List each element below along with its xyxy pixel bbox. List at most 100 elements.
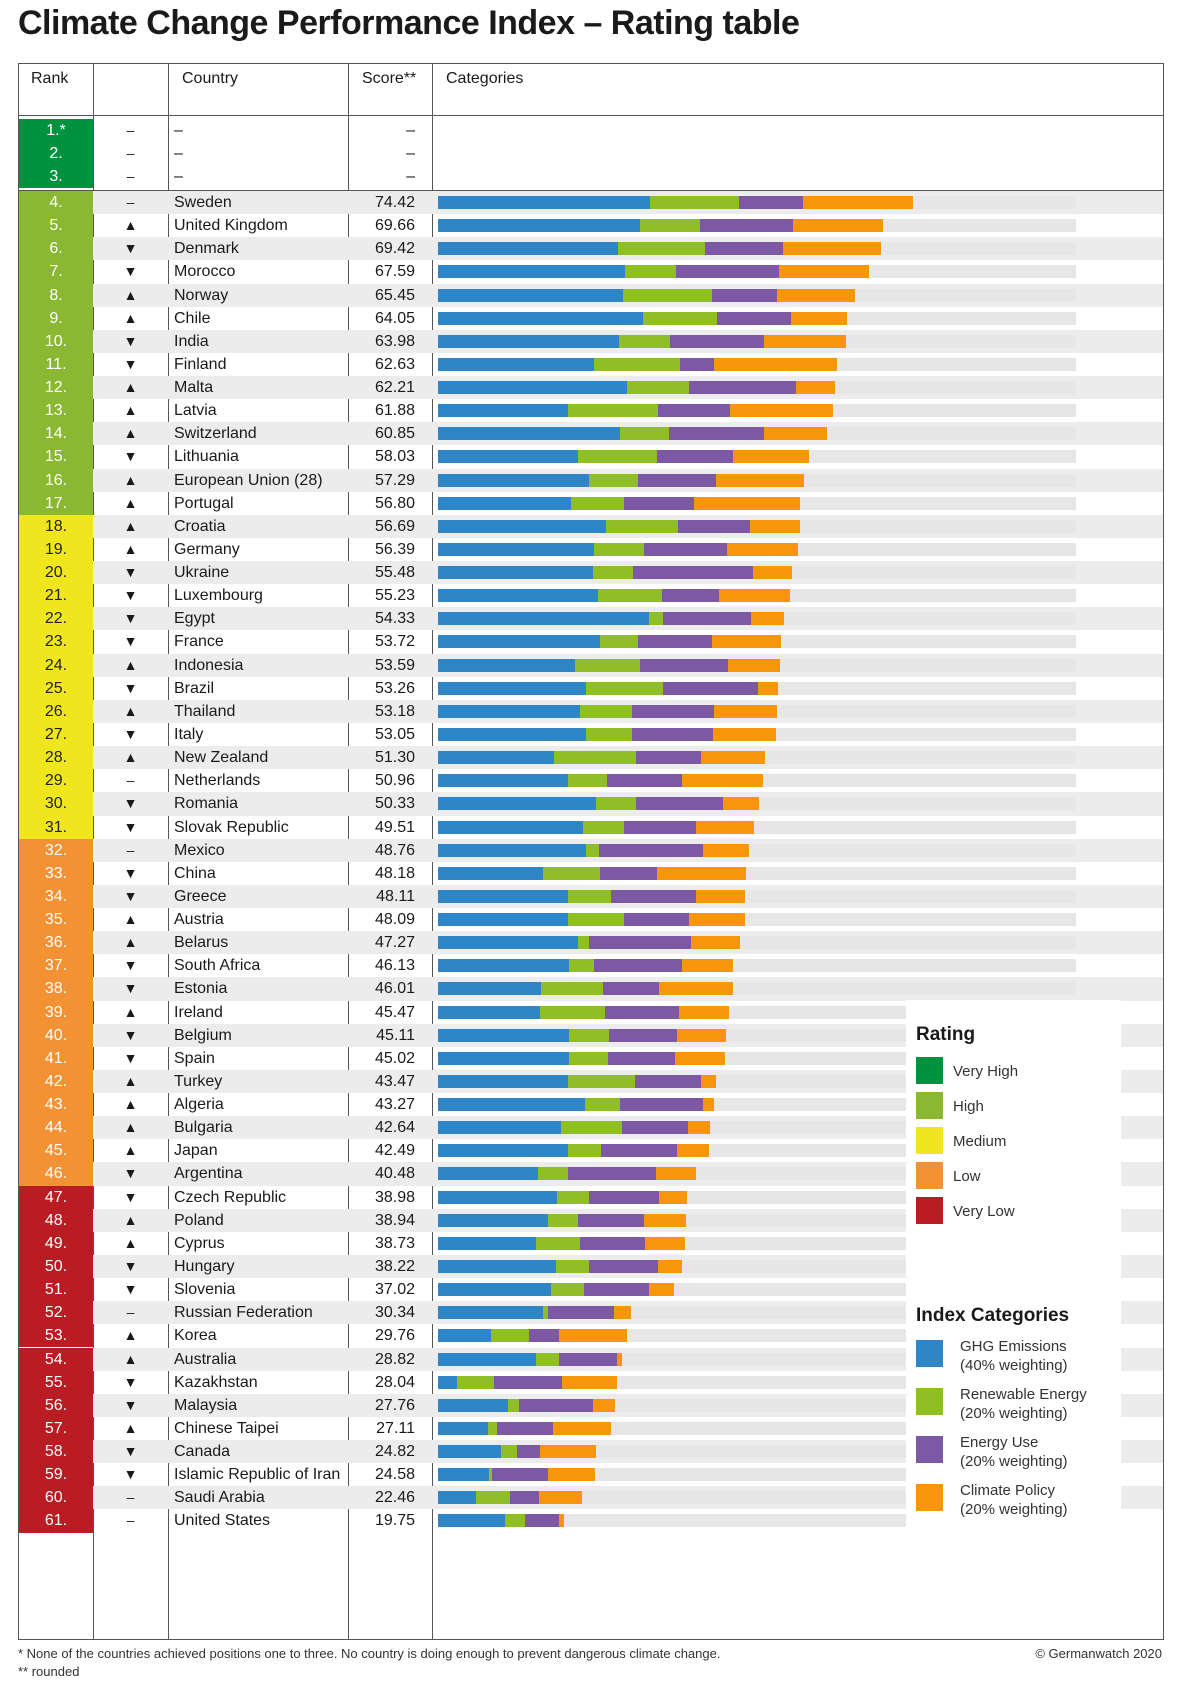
ghg-emissions-segment bbox=[438, 843, 587, 857]
climate-policy-segment bbox=[614, 1306, 632, 1320]
ghg-emissions-segment bbox=[438, 1375, 457, 1389]
renewable-energy-segment bbox=[490, 1329, 530, 1343]
score-bar-track bbox=[438, 820, 1076, 834]
ghg-emissions-segment bbox=[438, 311, 644, 325]
country-name: Spain bbox=[174, 1049, 215, 1067]
score-value: 48.11 bbox=[376, 887, 415, 905]
renewable-energy-segment bbox=[536, 1352, 559, 1366]
score-value: 62.21 bbox=[374, 379, 415, 397]
rank-cell: 28. bbox=[19, 746, 93, 770]
renewable-energy-segment bbox=[583, 820, 624, 834]
table-row: 22. ▼ Egypt 54.33 bbox=[19, 607, 1163, 631]
energy-use-segment bbox=[637, 473, 716, 487]
trend-indicator: ▲ bbox=[123, 1119, 138, 1136]
country-name: India bbox=[174, 332, 209, 350]
renewable-energy-segment bbox=[600, 635, 638, 649]
ghg-emissions-segment bbox=[438, 1468, 490, 1482]
country-name: Algeria bbox=[174, 1096, 224, 1114]
energy-use-segment bbox=[610, 889, 696, 903]
renewable-energy-segment bbox=[488, 1421, 498, 1435]
country-name: Netherlands bbox=[174, 772, 261, 790]
trend-indicator: ▲ bbox=[123, 425, 138, 442]
climate-policy-segment bbox=[645, 1236, 685, 1250]
header-categories: Categories bbox=[446, 70, 524, 87]
climate-policy-segment bbox=[538, 1491, 582, 1505]
legend-categories-title: Index Categories bbox=[916, 1305, 1070, 1326]
energy-use-segment bbox=[705, 242, 783, 256]
trend-indicator: ▲ bbox=[123, 540, 138, 557]
renewable-energy-segment bbox=[640, 219, 701, 233]
score-value: 42.64 bbox=[374, 1119, 415, 1137]
score-bar-track bbox=[438, 982, 1076, 996]
rank-cell: 24. bbox=[19, 653, 93, 677]
trend-indicator: ▼ bbox=[123, 1443, 138, 1460]
rank-cell: 40. bbox=[19, 1023, 93, 1047]
energy-use-segment bbox=[580, 1236, 646, 1250]
energy-use-segment bbox=[631, 704, 714, 718]
renewable-energy-segment bbox=[593, 357, 680, 371]
trend-indicator: – bbox=[126, 194, 135, 210]
legend-swatch bbox=[916, 1436, 943, 1463]
trend-indicator: ▼ bbox=[123, 587, 138, 604]
renewable-energy-segment bbox=[568, 404, 659, 418]
score-value: 38.94 bbox=[374, 1211, 415, 1229]
table-row: 31. ▼ Slovak Republic 49.51 bbox=[19, 815, 1163, 839]
renewable-energy-segment bbox=[568, 1028, 609, 1042]
energy-use-segment bbox=[519, 1398, 594, 1412]
rank-cell: 12. bbox=[19, 376, 93, 400]
trend-indicator: ▲ bbox=[123, 656, 138, 673]
energy-use-segment bbox=[669, 334, 765, 348]
trend-indicator: – bbox=[126, 168, 135, 184]
country-name: Malta bbox=[174, 379, 214, 397]
score-value: 55.48 bbox=[374, 564, 415, 582]
table-row: 7. ▼ Morocco 67.59 bbox=[19, 260, 1163, 284]
ghg-emissions-segment bbox=[438, 566, 594, 580]
table-row: 4. – Sweden 74.42 bbox=[19, 191, 1163, 215]
trend-indicator: ▲ bbox=[123, 379, 138, 396]
energy-use-segment bbox=[608, 1051, 676, 1065]
table-row: 60. – Saudi Arabia 22.46 bbox=[19, 1486, 1163, 1510]
score-value: – bbox=[406, 168, 415, 185]
rank-cell: 17. bbox=[19, 491, 93, 515]
energy-use-segment bbox=[739, 196, 803, 209]
ghg-emissions-segment bbox=[438, 473, 590, 487]
energy-use-segment bbox=[601, 1144, 678, 1158]
renewable-energy-segment bbox=[586, 727, 632, 741]
score-bar-track bbox=[438, 357, 1076, 371]
ghg-emissions-segment bbox=[438, 1283, 551, 1297]
climate-policy-segment bbox=[722, 797, 759, 811]
energy-use-segment bbox=[663, 612, 752, 626]
renewable-energy-segment bbox=[584, 1098, 621, 1112]
rank-cell: 25. bbox=[19, 676, 93, 700]
ghg-emissions-segment bbox=[438, 913, 569, 927]
renewable-energy-segment bbox=[624, 265, 676, 279]
renewable-energy-segment bbox=[504, 1514, 525, 1528]
energy-use-segment bbox=[631, 727, 713, 741]
score-bar-track bbox=[438, 635, 1076, 649]
energy-use-segment bbox=[644, 542, 727, 556]
country-name: Chile bbox=[174, 309, 211, 327]
ghg-emissions-segment bbox=[438, 1306, 543, 1320]
score-bar-track bbox=[438, 774, 1076, 788]
score-value: 42.49 bbox=[374, 1142, 415, 1160]
rank-cell: 57. bbox=[19, 1416, 93, 1440]
ghg-emissions-segment bbox=[438, 1421, 489, 1435]
energy-use-segment bbox=[589, 936, 691, 950]
rank-cell: 55. bbox=[19, 1370, 93, 1394]
trend-indicator: ▼ bbox=[123, 1466, 138, 1483]
score-bar-track bbox=[438, 797, 1076, 811]
renewable-energy-segment bbox=[627, 381, 689, 395]
score-value: 74.42 bbox=[374, 194, 415, 211]
country-name: Poland bbox=[174, 1211, 224, 1229]
renewable-energy-segment bbox=[475, 1491, 511, 1505]
table-row: 29. – Netherlands 50.96 bbox=[19, 769, 1163, 793]
legend-swatch bbox=[916, 1092, 943, 1119]
climate-policy-segment bbox=[676, 1028, 726, 1042]
trend-indicator: ▼ bbox=[123, 1373, 138, 1390]
country-name: France bbox=[174, 633, 224, 651]
renewable-energy-segment bbox=[580, 704, 632, 718]
trend-indicator: ▲ bbox=[123, 1234, 138, 1251]
renewable-energy-segment bbox=[598, 589, 662, 603]
trend-indicator: ▼ bbox=[123, 980, 138, 997]
score-bar-track bbox=[438, 566, 1076, 580]
